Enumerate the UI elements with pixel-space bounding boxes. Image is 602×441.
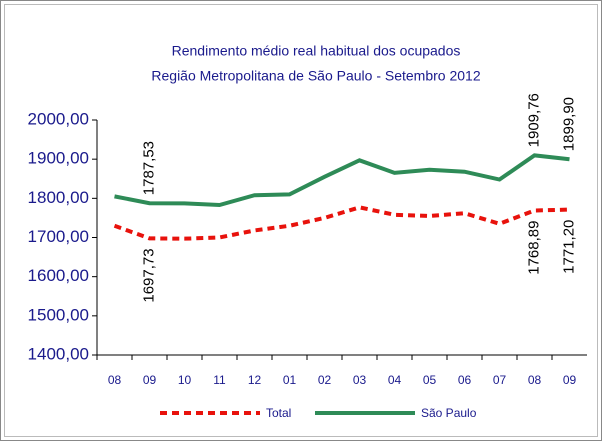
y-tick-label: 2000,00	[28, 109, 89, 128]
x-tick-label: 02	[318, 373, 332, 387]
data-label: 1697,73	[140, 248, 157, 302]
chart-subtitle: Região Metropolitana de São Paulo - Sete…	[151, 68, 480, 84]
data-label: 1768,89	[525, 221, 542, 275]
legend-label: Total	[266, 406, 291, 420]
data-label: 1899,90	[560, 97, 577, 151]
x-tick-label: 08	[528, 373, 542, 387]
x-tick-label: 08	[108, 373, 122, 387]
y-tick-label: 1700,00	[28, 227, 89, 246]
x-tick-label: 06	[458, 373, 472, 387]
data-label: 1909,76	[525, 93, 542, 147]
y-tick-label: 1500,00	[28, 305, 89, 324]
x-tick-label: 10	[178, 373, 192, 387]
x-tick-label: 12	[248, 373, 262, 387]
x-tick-label: 05	[423, 373, 437, 387]
y-tick-label: 1900,00	[28, 149, 89, 168]
series-line	[113, 205, 570, 241]
plot-frame	[4, 4, 598, 437]
x-tick-label: 01	[283, 373, 297, 387]
x-tick-label: 11	[213, 373, 226, 387]
legend-label: São Paulo	[421, 406, 477, 420]
data-label: 1771,20	[560, 220, 577, 274]
y-tick-label: 1600,00	[28, 266, 89, 285]
x-tick-label: 04	[388, 373, 402, 387]
x-tick-label: 09	[563, 373, 577, 387]
x-tick-label: 07	[493, 373, 507, 387]
series-line	[114, 153, 570, 208]
x-tick-label: 09	[143, 373, 157, 387]
chart-title: Rendimento médio real habitual dos ocupa…	[172, 43, 461, 59]
data-label: 1787,53	[140, 141, 157, 195]
y-tick-label: 1800,00	[28, 188, 89, 207]
y-tick-label: 1400,00	[28, 344, 89, 363]
x-tick-label: 03	[353, 373, 367, 387]
